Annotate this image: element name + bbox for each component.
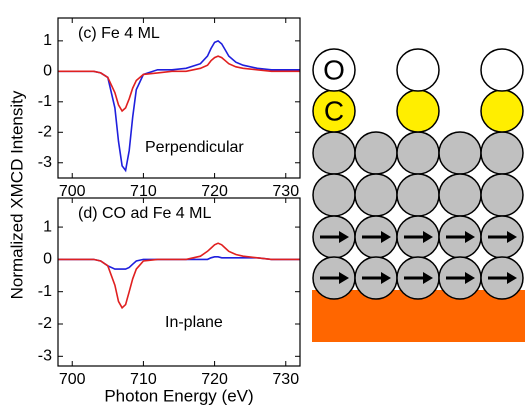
surface-diagram: OC: [312, 49, 525, 342]
o-atom: [481, 49, 523, 91]
c-atom: [481, 90, 523, 132]
fe-atom: [439, 174, 481, 216]
fe-atom: [481, 174, 523, 216]
c-label: C: [324, 95, 344, 126]
y-tick-label: 0: [43, 251, 52, 268]
o-atom: [397, 49, 439, 91]
fe-atom: [397, 132, 439, 174]
y-tick-label: 1: [43, 32, 52, 49]
x-axis-label: Photon Energy (eV): [104, 386, 253, 405]
figure: OC 10-1-2-3700710720730(c) Fe 4 MLPerpen…: [0, 0, 525, 411]
y-tick-label: 1: [43, 218, 52, 235]
y-tick-label: -2: [38, 315, 52, 332]
panel-annotation: Perpendicular: [145, 139, 244, 156]
series-line: [58, 56, 300, 111]
fe-atom: [355, 174, 397, 216]
y-tick-label: 0: [43, 63, 52, 80]
y-tick-label: -1: [38, 93, 52, 110]
fe-atom: [313, 174, 355, 216]
fe-atom: [313, 132, 355, 174]
panel-annotation: In-plane: [165, 314, 223, 331]
plot-frame: [58, 198, 300, 366]
x-tick-label: 700: [59, 371, 86, 388]
y-tick-label: -2: [38, 124, 52, 141]
y-tick-label: -3: [38, 154, 52, 171]
fe-atom: [355, 132, 397, 174]
fe-atom: [481, 132, 523, 174]
fe-atom: [439, 132, 481, 174]
y-tick-label: -1: [38, 283, 52, 300]
fe-atom: [397, 174, 439, 216]
y-axis-label: Normalized XMCD Intensity: [7, 90, 26, 299]
panel-title: (c) Fe 4 ML: [78, 25, 160, 42]
panel-title: (d) CO ad Fe 4 ML: [78, 205, 211, 222]
x-tick-label: 730: [272, 371, 299, 388]
y-tick-label: -3: [38, 348, 52, 365]
c-atom: [397, 90, 439, 132]
o-label: O: [323, 54, 345, 85]
series-line: [58, 243, 300, 308]
